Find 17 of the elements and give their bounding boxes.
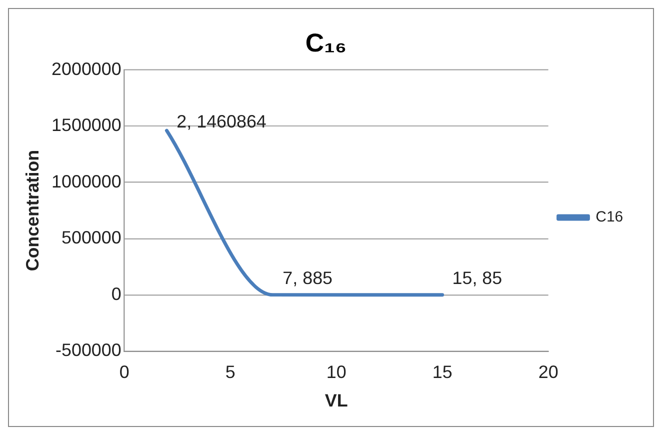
legend-label: C16 <box>596 208 624 226</box>
y-tick-label: 1500000 <box>52 115 122 136</box>
data-label: 15, 85 <box>452 268 502 288</box>
y-tick-label: 1000000 <box>52 171 122 192</box>
data-label: 7, 885 <box>282 268 333 288</box>
x-axis-title: VL <box>324 390 348 410</box>
y-tick-label: 500000 <box>62 228 122 248</box>
y-tick-label: 2000000 <box>52 58 122 79</box>
chart-title: C₁₆ <box>305 30 347 58</box>
x-tick-label: 15 <box>432 362 452 382</box>
data-label: 2, 1460864 <box>176 112 266 132</box>
x-tick-label: 10 <box>326 362 346 382</box>
x-tick-label: 20 <box>538 362 558 382</box>
y-tick-label: 0 <box>111 284 122 304</box>
y-tick-label: -500000 <box>56 340 122 360</box>
y-axis-title: Concentration <box>22 150 43 272</box>
x-tick-label: 5 <box>225 362 236 382</box>
